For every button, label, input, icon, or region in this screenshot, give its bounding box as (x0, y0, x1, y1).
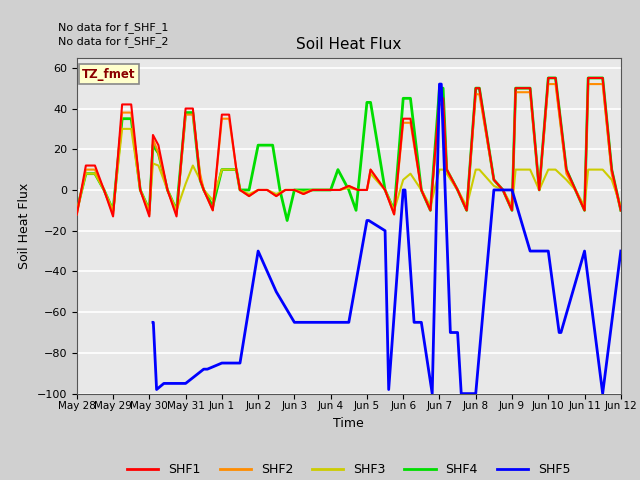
Legend: SHF1, SHF2, SHF3, SHF4, SHF5: SHF1, SHF2, SHF3, SHF4, SHF5 (122, 458, 575, 480)
Title: Soil Heat Flux: Soil Heat Flux (296, 37, 401, 52)
Text: No data for f_SHF_1: No data for f_SHF_1 (58, 22, 168, 33)
Text: No data for f_SHF_2: No data for f_SHF_2 (58, 36, 168, 47)
Text: TZ_fmet: TZ_fmet (82, 68, 136, 81)
Y-axis label: Soil Heat Flux: Soil Heat Flux (18, 182, 31, 269)
X-axis label: Time: Time (333, 417, 364, 430)
